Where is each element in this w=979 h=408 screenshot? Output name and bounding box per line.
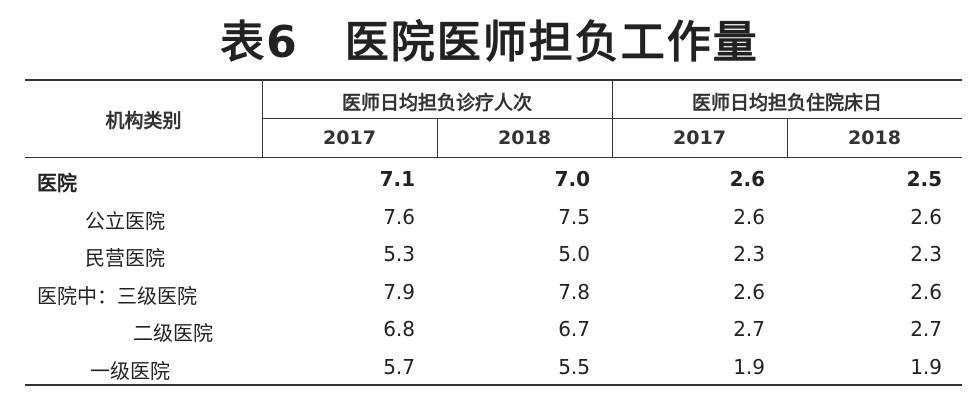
cell-value: 1.9 xyxy=(733,354,765,379)
cell-value: 2.6 xyxy=(910,204,942,229)
cell-value: 2.7 xyxy=(910,317,942,341)
cell-value: 7.6 xyxy=(383,204,415,229)
cell-value: 2.3 xyxy=(910,242,942,266)
cell-value: 7.0 xyxy=(554,167,590,191)
row-label: 二级医院 xyxy=(133,321,213,345)
top-rule xyxy=(25,79,962,81)
cell-value: 2.6 xyxy=(910,279,942,304)
cell-value: 7.8 xyxy=(558,279,590,304)
header-bottom-rule xyxy=(25,157,962,158)
v-rule xyxy=(262,81,263,157)
v-rule xyxy=(787,118,788,157)
cell-value: 5.3 xyxy=(383,242,415,266)
table-title: 表6 医院医师担负工作量 xyxy=(220,17,759,68)
cell-value: 6.7 xyxy=(558,317,590,341)
bottom-rule xyxy=(25,384,962,386)
year-header: 2018 xyxy=(498,127,551,149)
group-header: 医师日均担负诊疗人次 xyxy=(341,92,532,114)
cell-value: 7.5 xyxy=(558,204,590,229)
cell-value: 2.3 xyxy=(733,242,765,266)
row-label: 一级医院 xyxy=(90,358,170,383)
cell-value: 2.6 xyxy=(733,204,765,229)
cell-value: 7.9 xyxy=(383,279,415,304)
group-header: 医师日均担负住院床日 xyxy=(691,92,882,114)
v-rule xyxy=(437,118,438,157)
cell-value: 6.8 xyxy=(383,317,415,341)
cell-value: 1.9 xyxy=(910,354,942,379)
v-rule xyxy=(612,81,613,157)
row-label: 医院中：三级医院 xyxy=(37,283,197,308)
cell-value: 2.6 xyxy=(729,167,765,191)
cell-value: 7.1 xyxy=(379,167,415,191)
cell-value: 5.7 xyxy=(383,354,415,379)
cell-value: 2.7 xyxy=(733,317,765,341)
row-header: 机构类别 xyxy=(105,110,182,132)
year-header: 2017 xyxy=(673,127,726,149)
cell-value: 2.5 xyxy=(906,167,942,191)
year-header: 2017 xyxy=(323,127,376,149)
row-label: 医院 xyxy=(37,171,77,195)
row-label: 公立医院 xyxy=(85,208,165,233)
cell-value: 5.0 xyxy=(558,242,590,266)
year-header: 2018 xyxy=(848,127,901,149)
cell-value: 5.5 xyxy=(558,354,590,379)
cell-value: 2.6 xyxy=(733,279,765,304)
row-label: 民营医院 xyxy=(85,246,165,270)
